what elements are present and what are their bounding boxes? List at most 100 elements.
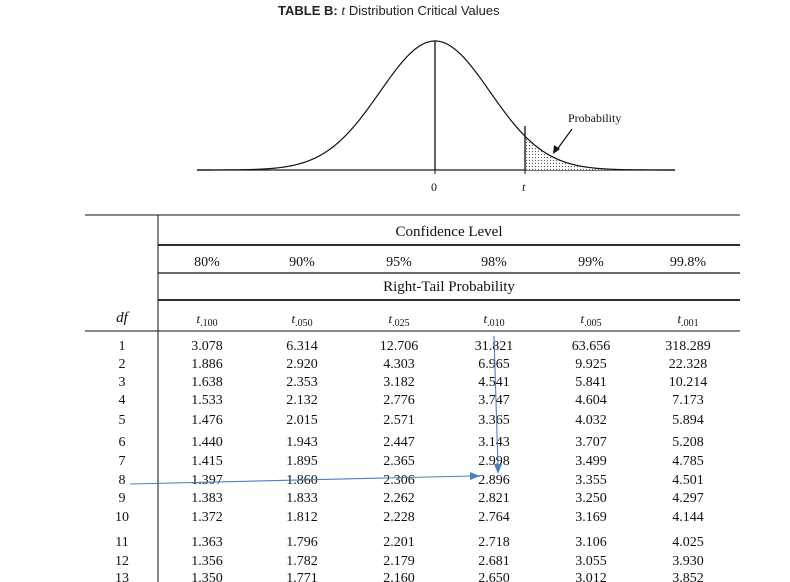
df-cell: 2: [119, 357, 126, 372]
t010-arrow-line: [493, 335, 499, 467]
value-cell: 2.015: [286, 413, 318, 428]
value-cell: 2.681: [478, 554, 510, 569]
value-cell: 1.350: [191, 571, 223, 582]
confidence-level-2: 95%: [386, 255, 412, 270]
tail-subscript: .100: [200, 318, 218, 329]
tail-subscript: .025: [392, 318, 410, 329]
value-cell: 3.055: [575, 554, 607, 569]
value-cell: 2.821: [478, 491, 510, 506]
value-cell: 2.650: [478, 571, 510, 582]
tail-symbol: t: [677, 311, 681, 326]
table-row: 3 1.638 2.353 3.182 4.541 5.841 10.214: [119, 375, 708, 390]
df-cell: 8: [119, 473, 126, 488]
table-row: 1 3.078 6.314 12.706 31.821 63.656 318.289: [119, 339, 711, 354]
value-cell: 2.132: [286, 393, 318, 408]
title-variable: t: [341, 4, 346, 19]
value-cell: 2.228: [383, 510, 415, 525]
value-cell: 3.012: [575, 571, 607, 582]
confidence-level-1: 90%: [289, 255, 315, 270]
tail-symbol: t: [483, 311, 487, 326]
confidence-header-row: 80% 90% 95% 98% 99% 99.8%: [194, 255, 706, 270]
df-cell: 13: [115, 571, 129, 582]
table-row: 10 1.372 1.812 2.228 2.764 3.169 4.144: [115, 510, 704, 525]
value-cell: 2.306: [383, 473, 415, 488]
t-label: t: [522, 180, 526, 194]
tail-symbol: t: [388, 311, 392, 326]
value-cell: 1.796: [286, 535, 318, 550]
df-cell: 10: [115, 510, 129, 525]
annotation-arrows: [129, 335, 502, 485]
df-cell: 3: [119, 375, 126, 390]
confidence-level-3: 98%: [481, 255, 507, 270]
value-cell: 1.886: [191, 357, 223, 372]
value-cell: 4.604: [575, 393, 607, 408]
table-title: TABLE B: t Distribution Critical Values: [278, 3, 500, 20]
tail-subscript: .005: [584, 318, 602, 329]
value-cell: 1.943: [286, 435, 318, 450]
value-cell: 22.328: [669, 357, 708, 372]
df-cell: 1: [119, 339, 126, 354]
value-cell: 2.201: [383, 535, 415, 550]
value-cell: 3.365: [478, 413, 510, 428]
tail-symbol: t: [291, 311, 295, 326]
df8-arrow-line: [129, 475, 473, 485]
tail-subscript: .010: [487, 318, 505, 329]
value-cell: 4.144: [672, 510, 704, 525]
table-row: 4 1.533 2.132 2.776 3.747 4.604 7.173: [119, 393, 704, 408]
df-cell: 9: [119, 491, 126, 506]
probability-label: Probability: [568, 111, 621, 125]
confidence-level-5: 99.8%: [670, 255, 707, 270]
df-cell: 12: [115, 554, 129, 569]
df-cell: 11: [115, 535, 128, 550]
value-cell: 7.173: [672, 393, 704, 408]
value-cell: 5.841: [575, 375, 607, 390]
t-distribution-curve: 0 t Probability: [197, 40, 675, 194]
tail-subscript: .050: [295, 318, 313, 329]
table-row: 2 1.886 2.920 4.303 6.965 9.925 22.328: [119, 357, 708, 372]
value-cell: 4.025: [672, 535, 704, 550]
value-cell: 1.356: [191, 554, 223, 569]
value-cell: 2.353: [286, 375, 318, 390]
value-cell: 2.179: [383, 554, 415, 569]
value-cell: 1.895: [286, 454, 318, 469]
density-curve: [197, 40, 675, 171]
tail-probability-1: t.050: [291, 311, 312, 329]
value-cell: 3.182: [383, 375, 415, 390]
value-cell: 5.208: [672, 435, 704, 450]
value-cell: 6.965: [478, 357, 510, 372]
value-cell: 3.355: [575, 473, 607, 488]
value-cell: 3.250: [575, 491, 607, 506]
value-cell: 1.833: [286, 491, 318, 506]
value-cell: 3.707: [575, 435, 607, 450]
value-cell: 4.541: [478, 375, 510, 390]
value-cell: 4.303: [383, 357, 415, 372]
df-cell: 5: [119, 413, 126, 428]
tail-probability-2: t.025: [388, 311, 409, 329]
value-cell: 2.998: [478, 454, 510, 469]
value-cell: 1.363: [191, 535, 223, 550]
df-cell: 4: [119, 393, 126, 408]
value-cell: 1.440: [191, 435, 223, 450]
confidence-level-4: 99%: [578, 255, 604, 270]
value-cell: 2.571: [383, 413, 415, 428]
value-cell: 2.920: [286, 357, 318, 372]
table-row: 6 1.440 1.943 2.447 3.143 3.707 5.208: [119, 435, 704, 450]
value-cell: 4.297: [672, 491, 704, 506]
value-cell: 1.771: [286, 571, 318, 582]
value-cell: 1.638: [191, 375, 223, 390]
value-cell: 3.852: [672, 571, 704, 582]
table-row: 9 1.383 1.833 2.262 2.821 3.250 4.297: [119, 491, 704, 506]
zero-label: 0: [431, 180, 437, 194]
value-cell: 5.894: [672, 413, 704, 428]
value-cell: 2.365: [383, 454, 415, 469]
value-cell: 63.656: [572, 339, 611, 354]
tail-subscript: .001: [681, 318, 699, 329]
tail-probability-5: t.001: [677, 311, 698, 329]
value-cell: 2.447: [383, 435, 415, 450]
right-tail-heading: Right-Tail Probability: [383, 279, 515, 295]
value-cell: 2.776: [383, 393, 415, 408]
value-cell: 4.501: [672, 473, 704, 488]
